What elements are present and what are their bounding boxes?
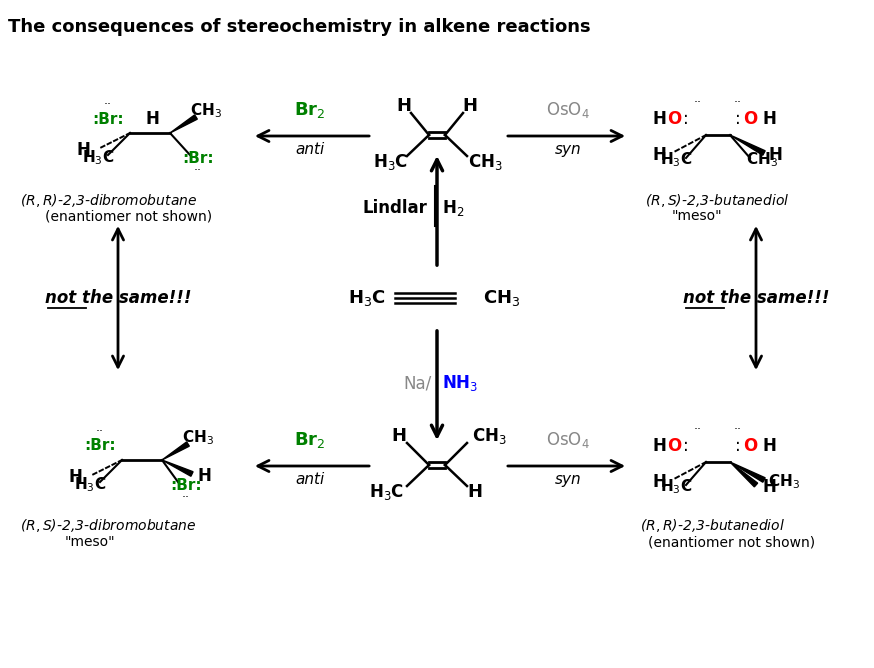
Text: :Br:: :Br: [92, 112, 124, 126]
Text: H: H [397, 97, 412, 115]
Text: CH$_3$: CH$_3$ [468, 152, 503, 172]
Text: anti: anti [295, 472, 324, 487]
Text: ··: ·· [182, 492, 190, 504]
Text: :Br:: :Br: [182, 150, 214, 166]
Text: H: H [468, 483, 482, 501]
Text: (enantiomer not shown): (enantiomer not shown) [45, 209, 212, 223]
Text: CH$_3$: CH$_3$ [182, 429, 214, 448]
Text: (enantiomer not shown): (enantiomer not shown) [648, 535, 815, 549]
Text: Na/: Na/ [404, 374, 432, 392]
Polygon shape [730, 462, 758, 487]
Text: CH$_3$: CH$_3$ [768, 473, 800, 492]
Text: :: : [735, 437, 741, 455]
Text: H: H [392, 427, 406, 445]
Text: ($R,S$)-2,3-butanediol: ($R,S$)-2,3-butanediol [645, 192, 789, 208]
Text: H: H [652, 437, 666, 455]
Text: O: O [743, 437, 757, 455]
Text: H$_3$C: H$_3$C [373, 152, 408, 172]
Text: H: H [462, 97, 477, 115]
Text: OsO$_4$: OsO$_4$ [546, 100, 590, 120]
Text: H: H [652, 110, 666, 128]
Text: ($R,R$)-2,3-butanediol: ($R,R$)-2,3-butanediol [640, 518, 785, 534]
Text: H: H [652, 146, 666, 164]
Text: H$_3$C: H$_3$C [660, 151, 692, 170]
Text: CH$_3$: CH$_3$ [472, 426, 506, 446]
Text: "meso": "meso" [672, 209, 723, 223]
Text: H: H [762, 437, 776, 455]
Text: ··: ·· [734, 424, 742, 436]
Text: The consequences of stereochemistry in alkene reactions: The consequences of stereochemistry in a… [8, 18, 591, 36]
Polygon shape [162, 460, 193, 476]
Text: :Br:: :Br: [84, 438, 116, 454]
Text: ··: ·· [694, 96, 702, 110]
Text: ··: ·· [734, 96, 742, 110]
Text: OsO$_4$: OsO$_4$ [546, 430, 590, 450]
Text: O: O [743, 110, 757, 128]
Text: Lindlar: Lindlar [362, 199, 427, 217]
Text: :Br:: :Br: [170, 478, 202, 492]
Text: Br$_2$: Br$_2$ [295, 430, 326, 450]
Text: H$_3$C: H$_3$C [82, 149, 114, 168]
Text: ··: ·· [96, 426, 104, 438]
Text: H: H [652, 473, 666, 491]
Text: :: : [683, 110, 689, 128]
Text: ($R,R$)-2,3-dibromobutane: ($R,R$)-2,3-dibromobutane [20, 192, 198, 208]
Text: anti: anti [295, 142, 324, 157]
Text: syn: syn [555, 142, 581, 157]
Text: CH$_3$: CH$_3$ [190, 102, 222, 120]
Text: H: H [762, 110, 776, 128]
Polygon shape [730, 135, 765, 155]
Text: CH$_3$: CH$_3$ [746, 151, 778, 170]
Text: H: H [768, 146, 782, 164]
Text: ··: ·· [104, 98, 112, 112]
Text: H$_2$: H$_2$ [442, 198, 464, 218]
Text: ($R,S$)-2,3-dibromobutane: ($R,S$)-2,3-dibromobutane [20, 518, 197, 534]
Text: :: : [683, 437, 689, 455]
Text: H$_3$C: H$_3$C [348, 288, 386, 308]
Text: "meso": "meso" [65, 535, 115, 549]
Text: H$_3$C: H$_3$C [73, 476, 106, 494]
Text: H: H [76, 141, 90, 159]
Text: H$_3$C: H$_3$C [660, 478, 692, 496]
Text: NH$_3$: NH$_3$ [442, 373, 478, 393]
Text: O: O [667, 437, 681, 455]
Text: O: O [667, 110, 681, 128]
Text: H: H [762, 478, 776, 496]
Text: :: : [735, 110, 741, 128]
Text: syn: syn [555, 472, 581, 487]
Text: H$_3$C: H$_3$C [370, 482, 405, 502]
Polygon shape [170, 115, 198, 133]
Polygon shape [730, 462, 765, 482]
Text: H: H [197, 467, 211, 485]
Text: CH$_3$: CH$_3$ [483, 288, 521, 308]
Text: ··: ·· [694, 424, 702, 436]
Text: H: H [68, 468, 82, 486]
Text: Br$_2$: Br$_2$ [295, 100, 326, 120]
Text: ··: ·· [194, 164, 202, 178]
Text: H: H [145, 110, 159, 128]
Text: not the same!!!: not the same!!! [683, 289, 829, 307]
Text: not the same!!!: not the same!!! [45, 289, 191, 307]
Polygon shape [162, 442, 190, 460]
